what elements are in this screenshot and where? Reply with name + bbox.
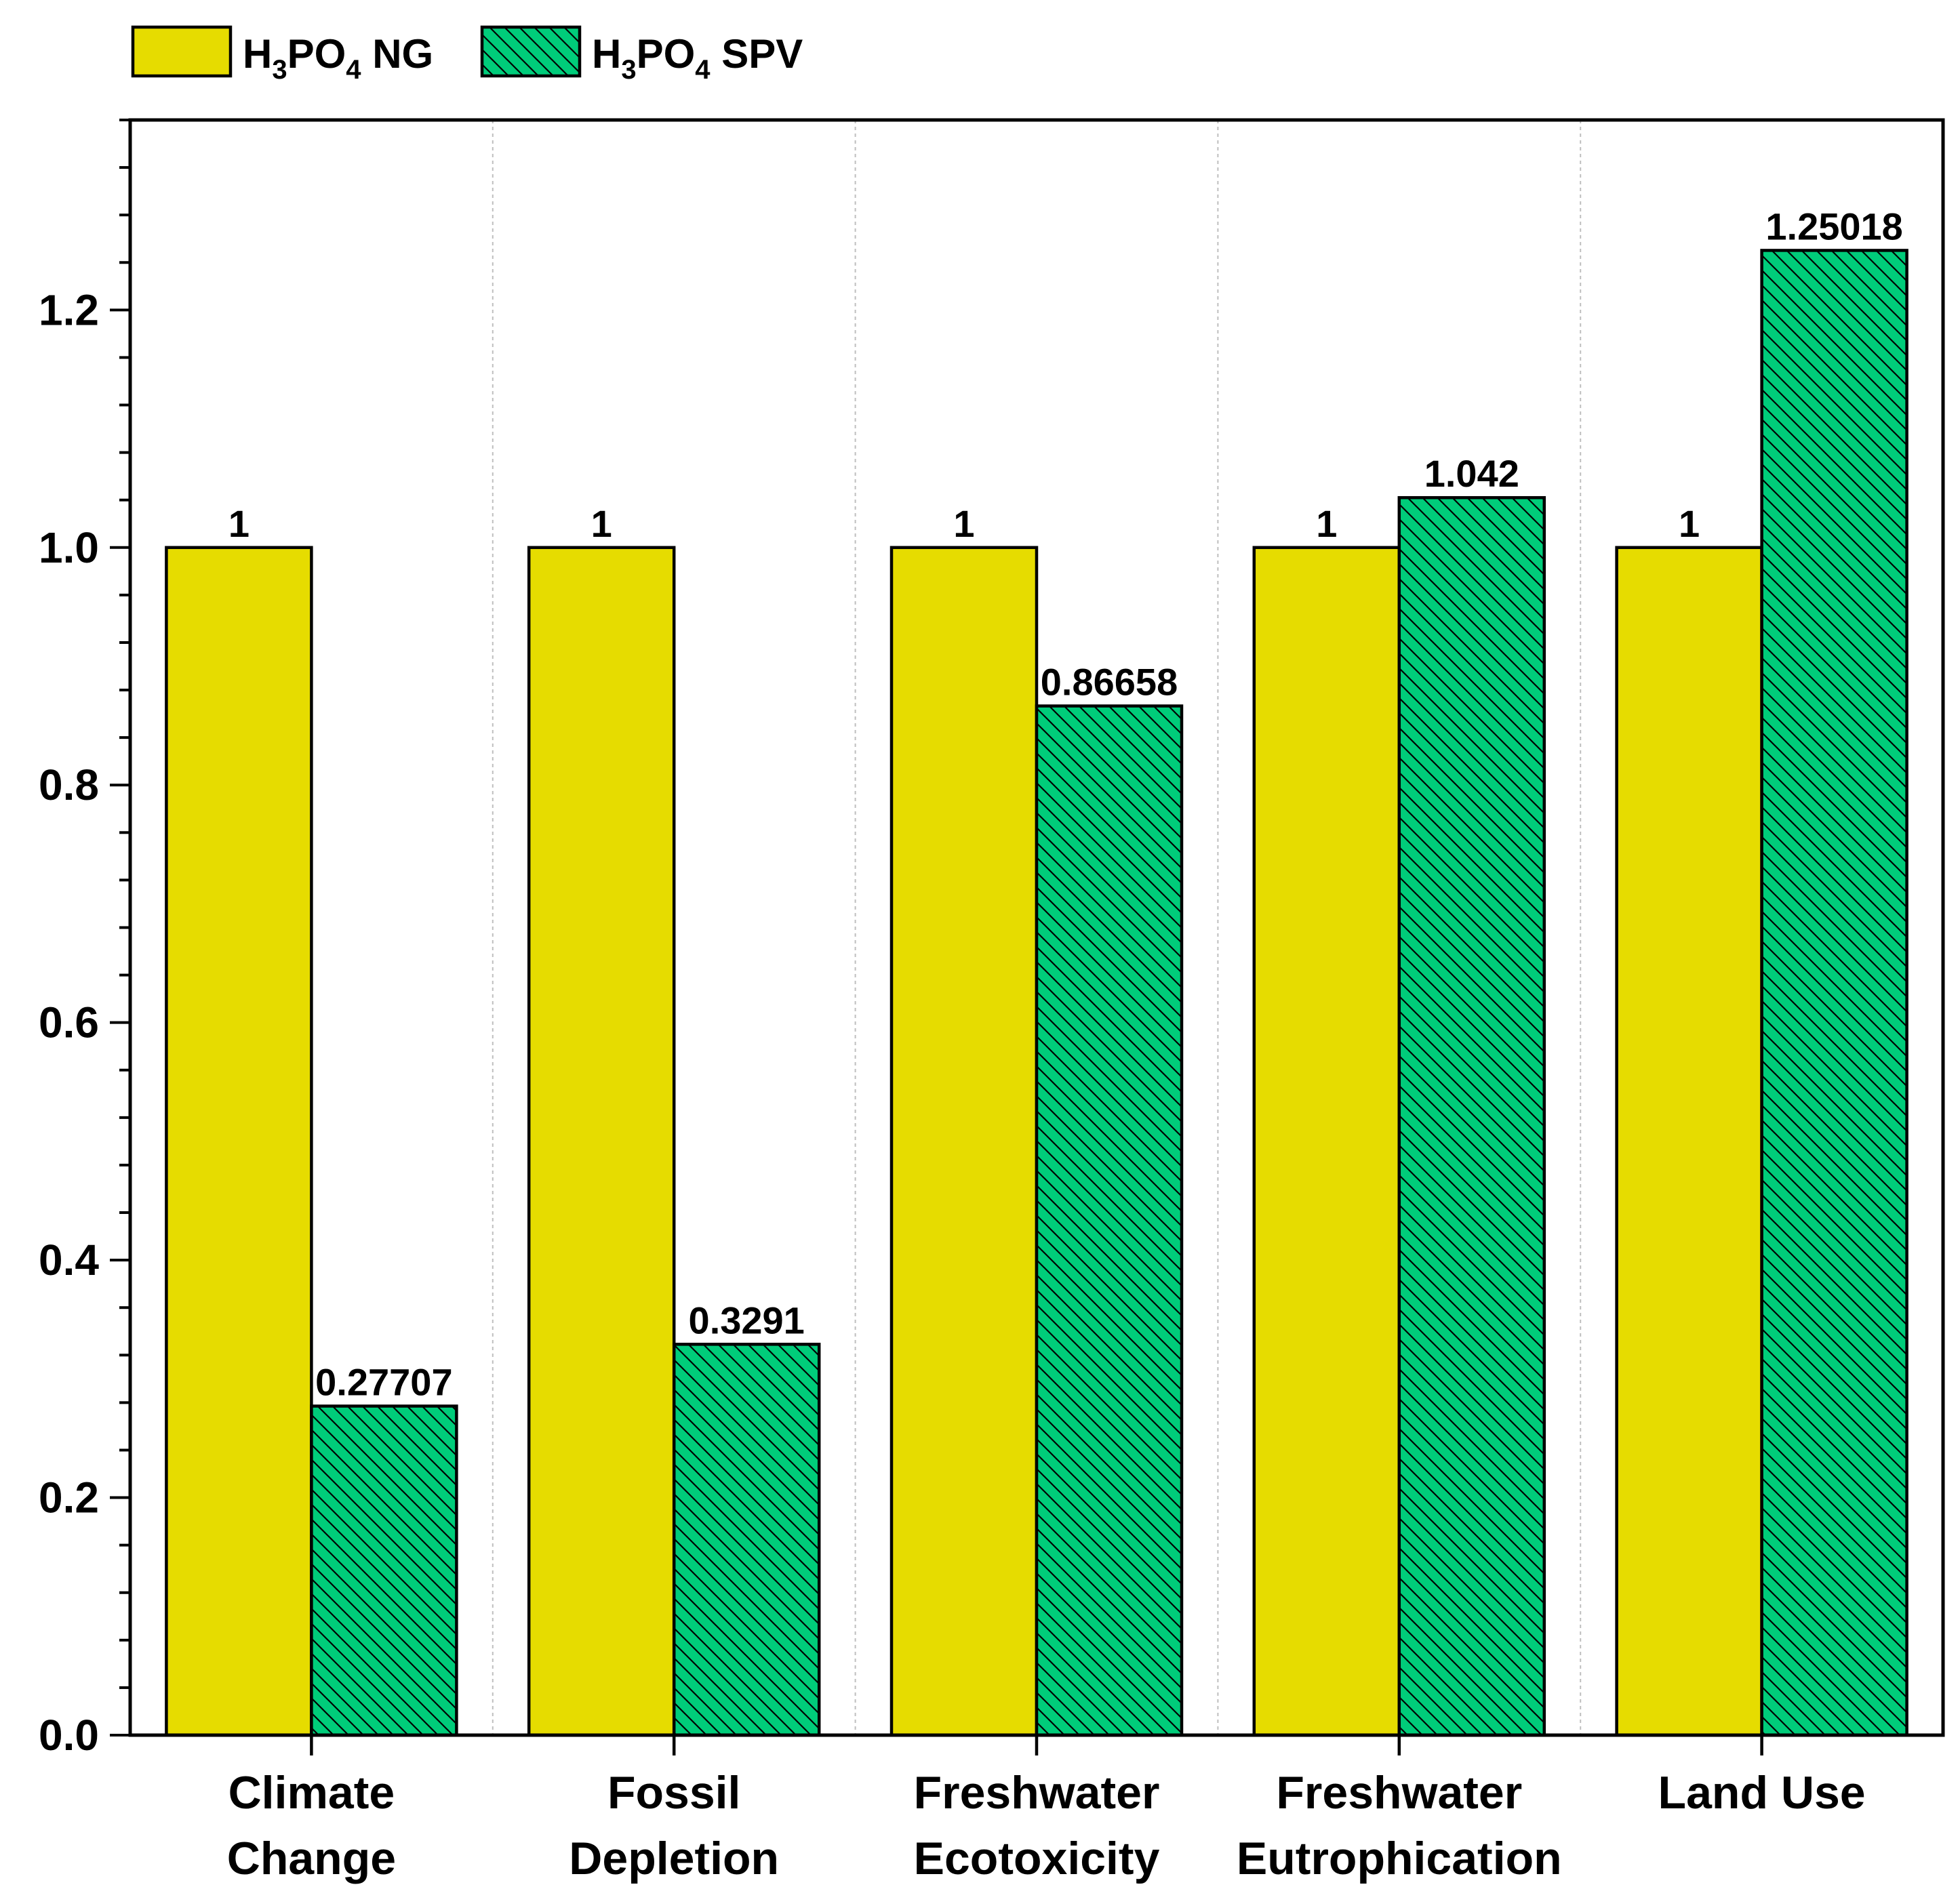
data-label: 0.3291 [689,1299,805,1341]
grid-lines [492,120,1582,1735]
x-tick-label: Climate [228,1767,395,1819]
x-tick-label: Fossil [607,1767,741,1819]
x-tick-label: Freshwater [1276,1767,1522,1819]
legend-text-part: 3 [621,55,636,85]
data-label: 1 [591,502,612,545]
data-labels: 1 0.27707 1 0.3291 1 0.86658 1 1.042 1 1.25018 [228,205,1903,1403]
data-label: 1 [1316,502,1337,545]
bar-ng [1252,546,1401,1737]
y-tick-label: 1.2 [39,285,99,334]
data-label: 1 [1679,502,1700,545]
x-tick-label: Depletion [569,1833,779,1884]
bar-ng [889,546,1039,1737]
y-tick-label: 0.4 [39,1236,99,1284]
legend: H3PO4 NG H3PO4 SPV [131,25,803,85]
bar-spv [672,1343,821,1737]
bar-spv [1035,704,1184,1737]
x-tick-label: Land Use [1658,1767,1866,1819]
data-label: 0.86658 [1041,661,1178,704]
bar-spv [310,1404,458,1737]
axes: Climate Change Fossil Depletion Freshwater Ec… [39,118,1945,1884]
bar-ng [165,546,313,1737]
data-label: 1.042 [1424,452,1519,495]
legend-label-spv: H3PO4 SPV [592,31,803,85]
legend-swatch-ng [131,25,233,78]
legend-text-part: H [243,31,272,77]
legend-swatch-spv [480,25,582,78]
legend-text-part: NG [361,31,434,77]
y-tick-label: 0.8 [39,760,99,809]
legend-text-part: PO [637,31,696,77]
data-label: 1 [228,502,249,545]
y-tick-label: 0.6 [39,998,99,1047]
legend-text-part: H [592,31,621,77]
x-tick-label: Change [227,1833,396,1884]
legend-text-part: 4 [695,55,711,85]
bar-spv [1397,495,1546,1737]
legend-label-ng: H3PO4 NG [243,31,433,85]
legend-text-part: 3 [272,55,287,85]
bars [165,249,1908,1737]
data-label: 1.25018 [1765,205,1902,247]
y-tick-label: 1.0 [39,523,99,572]
x-tick-label: Ecotoxicity [914,1833,1160,1884]
legend-text-part: SPV [711,31,803,77]
data-label: 1 [953,502,974,545]
x-tick-label: Eutrophication [1237,1833,1562,1884]
legend-text-part: PO [287,31,346,77]
y-tick-label: 0.2 [39,1474,99,1522]
x-tick-label: Freshwater [914,1767,1160,1819]
bar-ng [527,546,676,1737]
bar-spv [1760,249,1908,1737]
y-tick-label: 0.0 [39,1711,99,1760]
legend-text-part: 4 [346,55,361,85]
bar-ng [1615,546,1763,1737]
data-label: 0.27707 [315,1361,452,1404]
